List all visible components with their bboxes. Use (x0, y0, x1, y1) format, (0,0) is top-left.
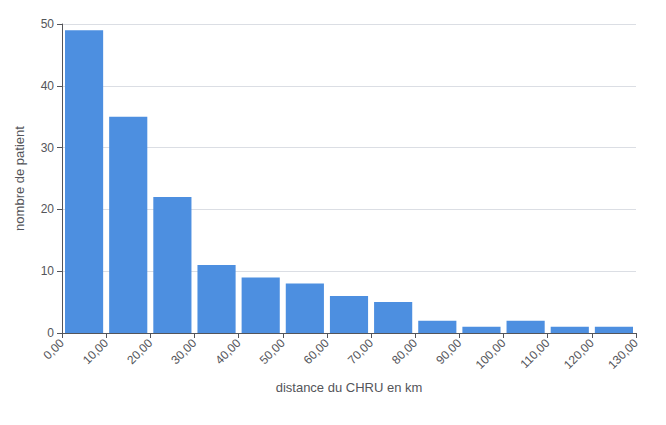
svg-text:30,00: 30,00 (168, 336, 199, 367)
svg-text:0: 0 (47, 326, 54, 340)
svg-text:50: 50 (41, 17, 55, 31)
svg-text:90,00: 90,00 (433, 336, 464, 367)
svg-text:30: 30 (41, 141, 55, 155)
svg-text:120,00: 120,00 (561, 336, 597, 372)
svg-text:40: 40 (41, 79, 55, 93)
svg-text:20: 20 (41, 202, 55, 216)
svg-text:60,00: 60,00 (301, 336, 332, 367)
svg-text:80,00: 80,00 (389, 336, 420, 367)
svg-text:nombre de patient: nombre de patient (12, 126, 27, 231)
svg-text:110,00: 110,00 (517, 336, 552, 371)
svg-text:10,00: 10,00 (80, 336, 111, 367)
svg-text:40,00: 40,00 (212, 336, 243, 367)
svg-text:20,00: 20,00 (124, 336, 155, 367)
svg-text:130,00: 130,00 (605, 336, 641, 372)
svg-text:distance du CHRU en km: distance du CHRU en km (276, 380, 423, 395)
svg-text:70,00: 70,00 (345, 336, 376, 367)
svg-text:100,00: 100,00 (473, 336, 509, 372)
svg-text:0,00: 0,00 (41, 336, 68, 363)
svg-text:10: 10 (41, 264, 55, 278)
svg-text:50,00: 50,00 (257, 336, 288, 367)
